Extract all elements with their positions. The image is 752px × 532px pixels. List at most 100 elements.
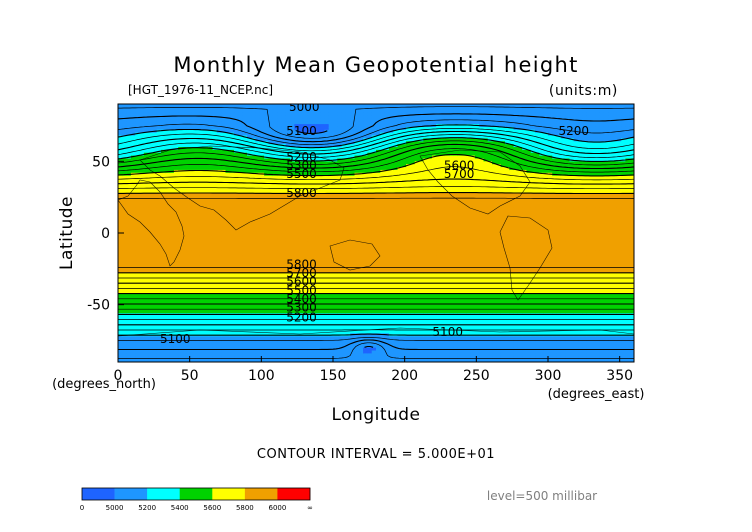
field-cell xyxy=(302,296,308,300)
field-cell xyxy=(345,221,351,225)
field-cell xyxy=(135,212,141,217)
field-cell xyxy=(186,290,192,294)
field-cell xyxy=(122,324,128,329)
field-cell xyxy=(204,129,209,134)
field-cell xyxy=(118,341,123,346)
field-cell xyxy=(337,298,343,303)
field-cell xyxy=(272,278,278,283)
field-cell xyxy=(345,321,351,326)
field-cell xyxy=(182,356,188,360)
field-cell xyxy=(350,273,356,277)
field-cell xyxy=(251,149,257,154)
field-cell xyxy=(324,161,330,165)
field-cell xyxy=(204,258,209,263)
field-cell xyxy=(178,359,184,362)
field-cell xyxy=(315,250,321,254)
field-cell xyxy=(208,253,214,257)
field-cell xyxy=(324,106,330,111)
field-cell xyxy=(341,164,347,168)
field-cell xyxy=(328,250,334,254)
field-cell xyxy=(122,144,128,148)
field-cell xyxy=(156,164,162,168)
field-cell xyxy=(337,330,343,334)
field-cell xyxy=(311,313,317,317)
field-cell xyxy=(290,124,295,128)
field-cell xyxy=(221,207,227,211)
field-cell xyxy=(204,109,209,114)
field-cell xyxy=(238,104,244,108)
field-cell xyxy=(191,327,196,332)
field-cell xyxy=(126,258,132,263)
field-cell xyxy=(341,218,347,223)
field-cell xyxy=(178,310,184,314)
field-cell xyxy=(277,221,282,225)
field-cell xyxy=(328,341,334,346)
field-cell xyxy=(126,241,132,246)
field-cell xyxy=(126,175,132,180)
field-cell xyxy=(277,296,282,300)
field-cell xyxy=(315,267,321,271)
field-cell xyxy=(315,207,321,211)
field-cell xyxy=(135,327,141,332)
field-cell xyxy=(204,184,209,188)
field-cell xyxy=(152,304,158,309)
field-cell xyxy=(225,290,231,294)
field-cell xyxy=(350,187,356,191)
field-cell xyxy=(234,184,239,188)
field-cell xyxy=(169,244,175,248)
field-cell xyxy=(143,359,149,362)
field-cell xyxy=(234,316,239,320)
field-cell xyxy=(345,336,351,340)
field-cell xyxy=(341,212,347,217)
field-cell xyxy=(268,192,274,197)
field-cell xyxy=(208,313,214,317)
field-cell xyxy=(290,132,295,137)
field-cell xyxy=(191,158,196,162)
field-cell xyxy=(191,304,196,309)
field-cell xyxy=(130,255,136,260)
field-cell xyxy=(191,135,196,139)
field-cell xyxy=(294,161,300,165)
field-cell xyxy=(234,287,239,291)
field-cell xyxy=(165,155,171,160)
field-cell xyxy=(302,195,308,200)
field-cell xyxy=(152,164,158,168)
field-cell xyxy=(169,155,175,160)
field-cell xyxy=(345,109,351,114)
field-cell xyxy=(216,235,222,240)
field-cell xyxy=(173,121,179,125)
field-cell xyxy=(315,224,321,228)
field-cell xyxy=(169,250,175,254)
field-cell xyxy=(122,204,128,208)
field-cell xyxy=(268,284,274,289)
field-cell xyxy=(152,212,158,217)
field-cell xyxy=(285,258,291,263)
field-cell xyxy=(212,233,218,237)
field-cell xyxy=(212,339,218,343)
field-cell xyxy=(225,155,231,160)
field-cell xyxy=(251,172,257,177)
field-cell xyxy=(337,233,343,237)
field-cell xyxy=(320,181,325,185)
field-cell xyxy=(285,336,291,340)
field-cell xyxy=(191,224,196,228)
field-cell xyxy=(126,350,132,354)
field-cell xyxy=(302,321,308,326)
field-cell xyxy=(298,296,304,300)
field-cell xyxy=(333,207,338,211)
field-cell xyxy=(277,147,282,151)
field-cell xyxy=(345,316,351,320)
field-cell xyxy=(152,109,158,114)
field-cell xyxy=(169,241,175,246)
field-cell xyxy=(302,264,308,268)
field-cell xyxy=(208,164,214,168)
field-cell xyxy=(285,267,291,271)
field-cell xyxy=(307,144,313,148)
field-cell xyxy=(345,132,351,137)
field-cell xyxy=(307,258,313,263)
field-cell xyxy=(191,112,196,117)
field-cell xyxy=(204,210,209,214)
field-cell xyxy=(126,106,132,111)
field-cell xyxy=(165,255,171,260)
field-cell xyxy=(298,198,304,203)
